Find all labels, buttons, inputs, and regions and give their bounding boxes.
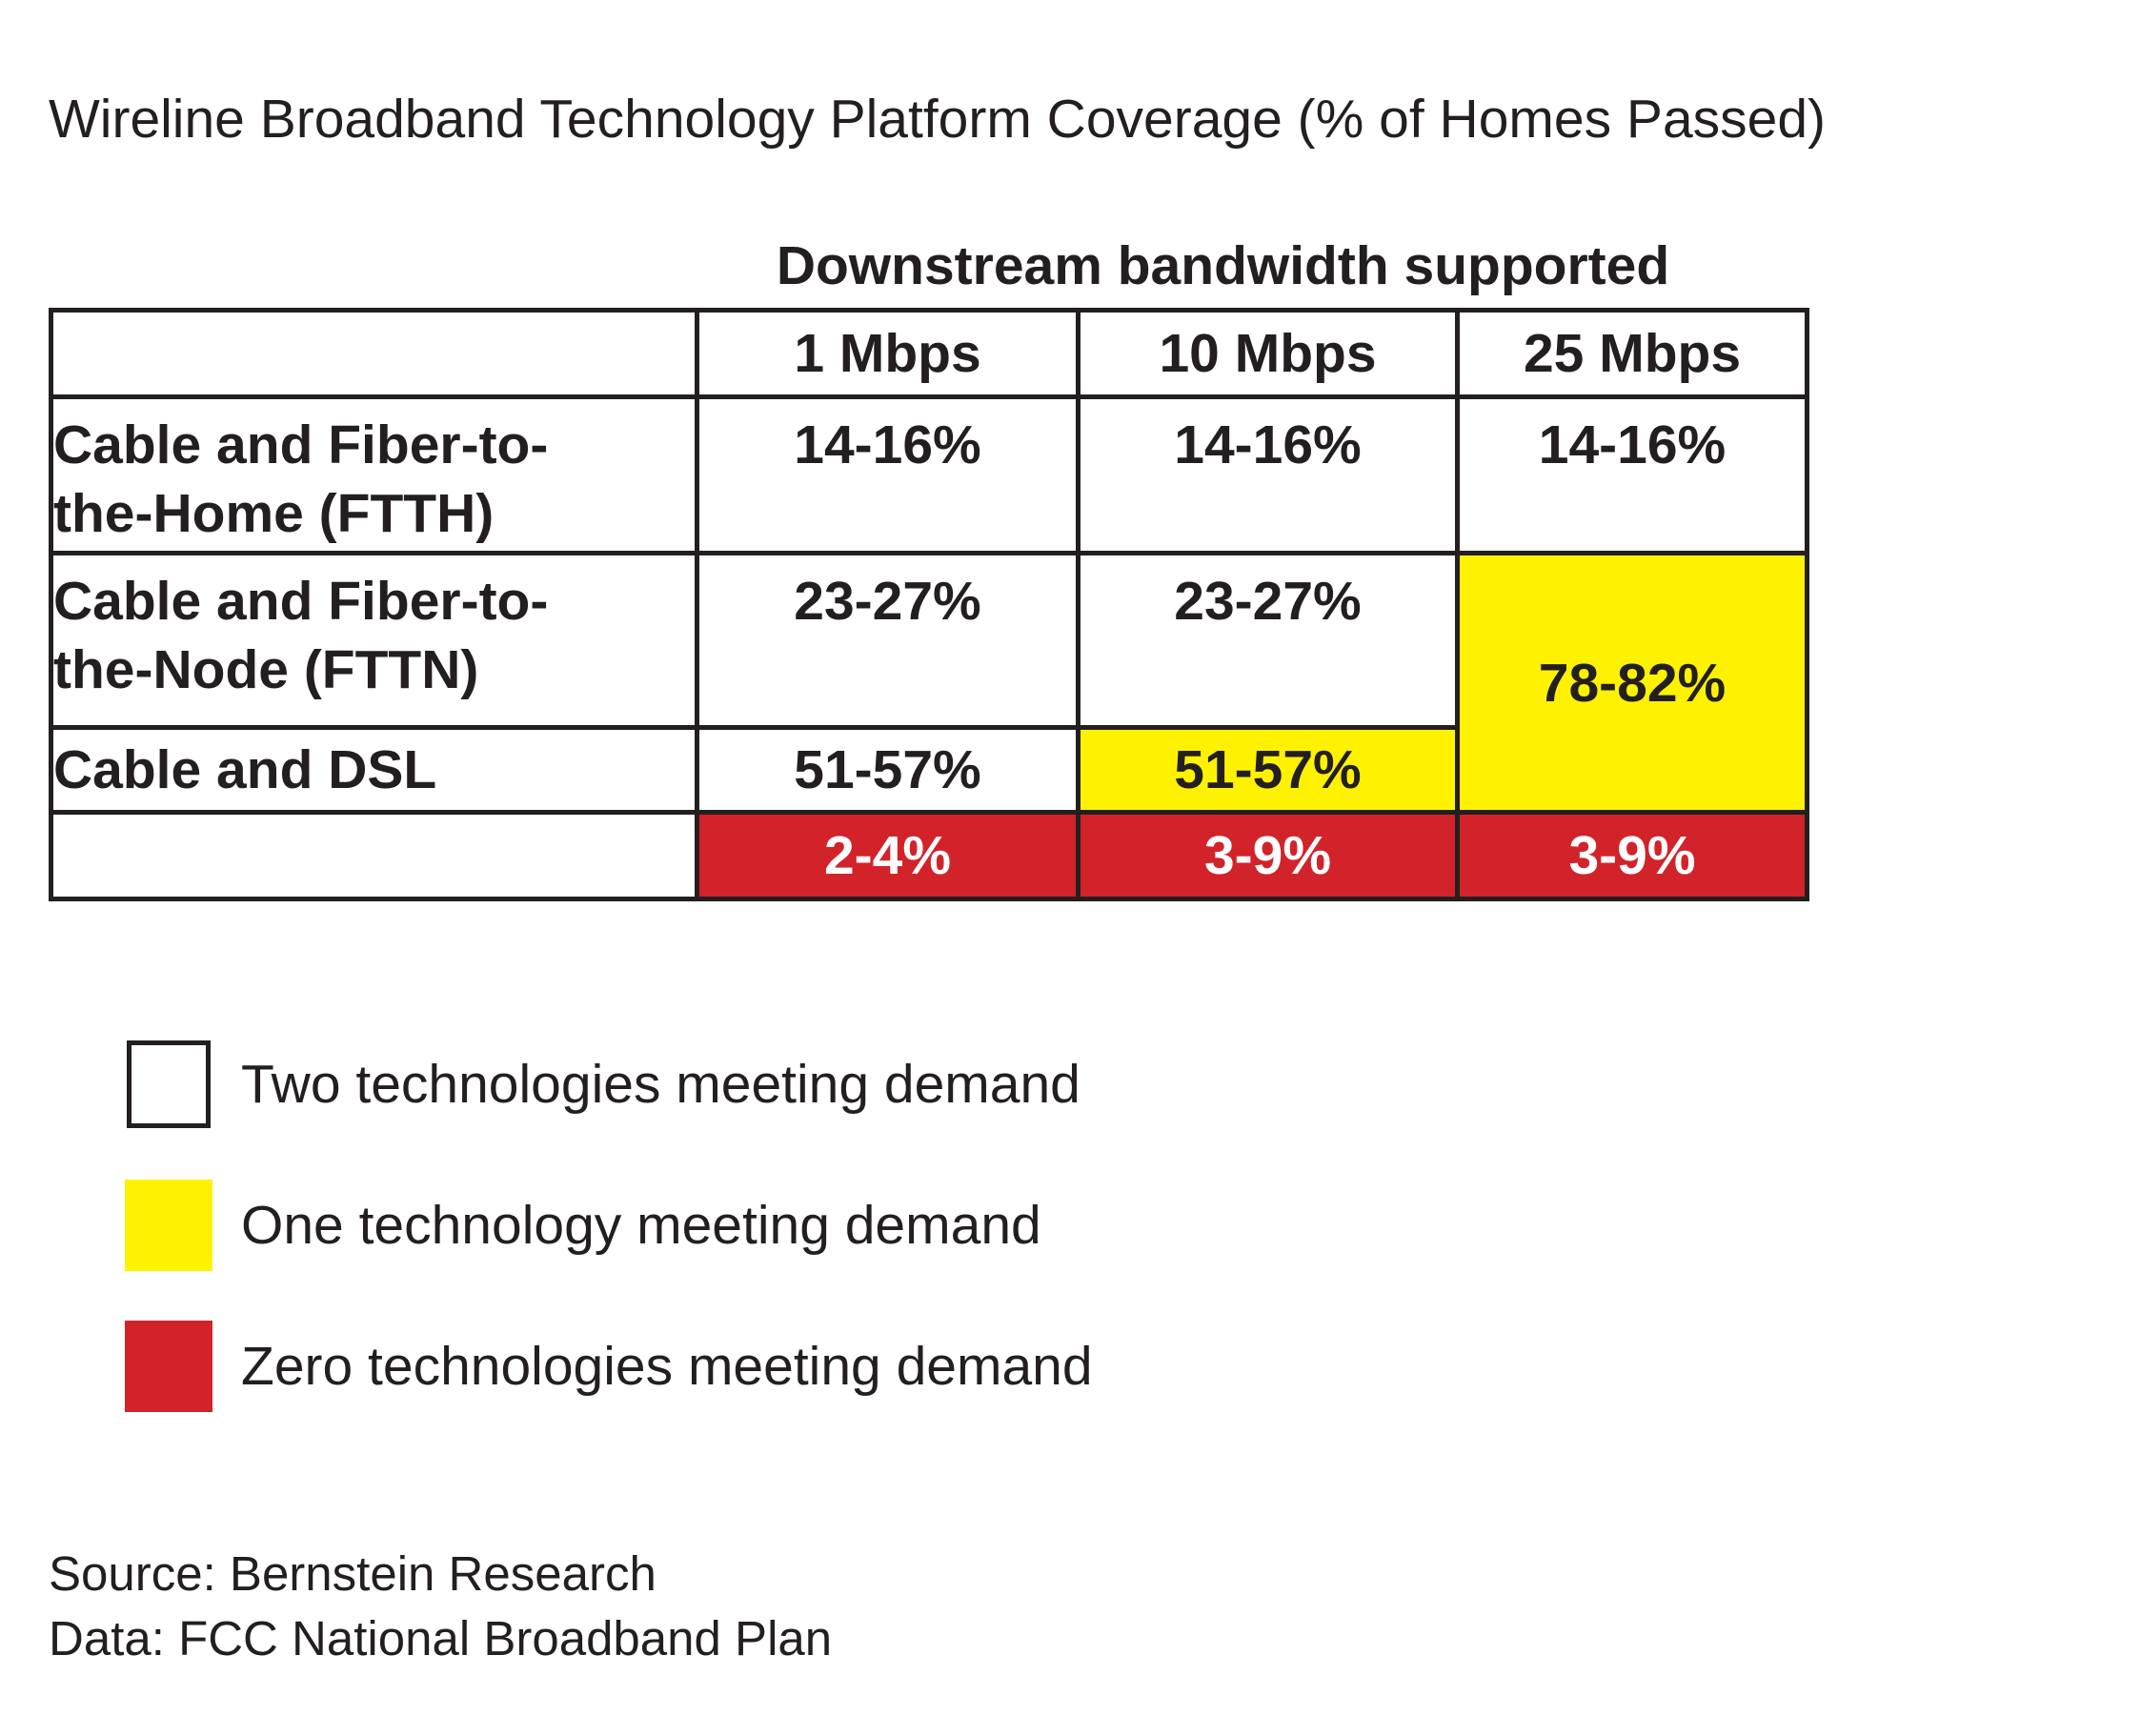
- legend-swatch-red: [125, 1321, 212, 1412]
- legend-item-two: Two technologies meeting demand: [125, 1039, 1093, 1130]
- legend-label: Two technologies meeting demand: [241, 1054, 1081, 1115]
- table-row-fttn: Cable and Fiber-to- the-Node (FTTN) 23-2…: [49, 551, 1809, 815]
- coverage-table: 1 Mbps 10 Mbps 25 Mbps Cable and Fiber-t…: [49, 308, 1809, 901]
- empty-corner-cell: [49, 308, 699, 399]
- chart-title: Wireline Broadband Technology Platform C…: [49, 89, 1827, 150]
- legend-swatch-yellow: [125, 1180, 212, 1271]
- cell-zero-1mbps: 2-4%: [695, 810, 1081, 901]
- legend-swatch-white: [127, 1040, 211, 1128]
- cell-value: 23-27%: [794, 571, 981, 632]
- cell-ftth-10mbps: 14-16%: [1076, 394, 1460, 555]
- cell-ftth-25mbps: 14-16%: [1455, 394, 1809, 555]
- header-row: 1 Mbps 10 Mbps 25 Mbps: [49, 308, 1809, 399]
- row-label-line: the-Home (FTTH): [53, 483, 495, 544]
- cell-zero-10mbps: 3-9%: [1076, 810, 1460, 901]
- row-label-line: the-Node (FTTN): [53, 639, 479, 700]
- column-header-25mbps: 25 Mbps: [1455, 308, 1809, 399]
- cell-value: 14-16%: [1538, 414, 1727, 475]
- table-row-ftth: Cable and Fiber-to- the-Home (FTTH) 14-1…: [49, 394, 1809, 555]
- cell-fttn-1mbps: 23-27%: [695, 551, 1081, 730]
- column-header-1mbps: 1 Mbps: [695, 308, 1081, 399]
- legend-label: One technology meeting demand: [241, 1195, 1041, 1256]
- table-row-zero: 2-4% 3-9% 3-9%: [49, 810, 1809, 901]
- column-group-heading: Downstream bandwidth supported: [776, 235, 1670, 296]
- legend: Two technologies meeting demand One tech…: [125, 1039, 1093, 1462]
- cell-fttn-dsl-25mbps: 78-82%: [1455, 551, 1809, 815]
- legend-label: Zero technologies meeting demand: [241, 1336, 1093, 1397]
- row-label-line: Cable and Fiber-to-: [53, 414, 549, 475]
- legend-item-zero: Zero technologies meeting demand: [125, 1321, 1093, 1412]
- row-label-dsl: Cable and DSL: [49, 725, 699, 815]
- column-header-10mbps: 10 Mbps: [1076, 308, 1460, 399]
- cell-ftth-1mbps: 14-16%: [695, 394, 1081, 555]
- row-label-line: Cable and Fiber-to-: [53, 571, 549, 632]
- cell-value: 14-16%: [1174, 414, 1362, 475]
- cell-value: 23-27%: [1174, 571, 1362, 632]
- row-label-ftth: Cable and Fiber-to- the-Home (FTTH): [49, 394, 699, 555]
- source-note: Source: Bernstein Research Data: FCC Nat…: [49, 1542, 832, 1671]
- row-label-fttn: Cable and Fiber-to- the-Node (FTTN): [49, 551, 699, 730]
- cell-dsl-1mbps: 51-57%: [695, 725, 1081, 815]
- table-row-dsl: Cable and DSL 51-57% 51-57%: [49, 725, 1808, 815]
- empty-row-label: [49, 810, 699, 901]
- cell-dsl-10mbps: 51-57%: [1076, 725, 1460, 815]
- cell-fttn-10mbps: 23-27%: [1076, 551, 1460, 730]
- legend-item-one: One technology meeting demand: [125, 1180, 1093, 1271]
- cell-zero-25mbps: 3-9%: [1455, 810, 1809, 901]
- source-line: Source: Bernstein Research: [49, 1546, 656, 1601]
- data-line: Data: FCC National Broadband Plan: [49, 1611, 833, 1665]
- cell-value: 14-16%: [794, 414, 981, 475]
